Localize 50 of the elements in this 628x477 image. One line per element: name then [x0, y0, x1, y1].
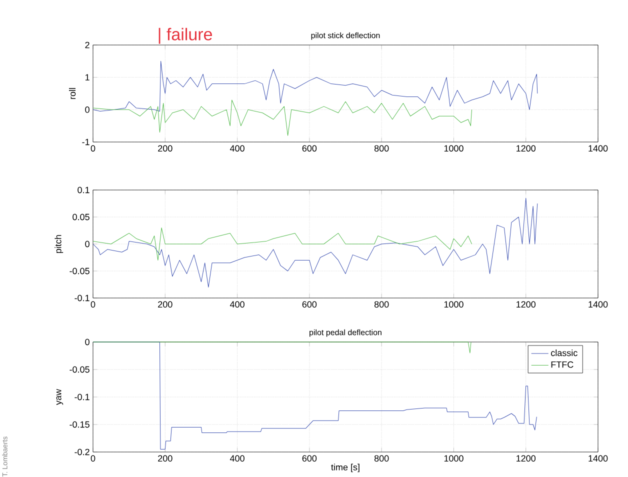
y-tick-label: -1 [82, 138, 90, 146]
x-tick-label: 0 [90, 145, 96, 152]
text: | failure [158, 28, 212, 44]
x-tick-label: 1000 [444, 455, 464, 462]
x-tick-label: 0 [90, 455, 96, 462]
x-tick-label: 200 [158, 301, 172, 308]
y-axis-title: pitch [54, 235, 64, 253]
chart-title: pilot pedal deflection [310, 329, 382, 337]
y-tick-label: 0.05 [72, 214, 90, 220]
y-axis-title: roll [68, 88, 76, 99]
x-axis-title: time [s] [331, 464, 360, 472]
line-series [92, 228, 472, 260]
x-tick-label: 400 [230, 455, 244, 462]
y-tick-label: 0 [85, 240, 90, 248]
x-tick-label: 1400 [588, 455, 608, 462]
x-tick-label: 1400 [588, 301, 608, 308]
x-tick-label: 1000 [444, 301, 464, 308]
x-tick-label: 0 [90, 301, 96, 308]
y-tick-label: -0.05 [70, 366, 90, 373]
x-tick-label: 1200 [516, 145, 536, 152]
x-tick-label: 800 [374, 455, 389, 462]
legend-label: classic [551, 350, 578, 356]
y-tick-label: -0.15 [70, 421, 90, 428]
x-tick-label: 1200 [516, 455, 536, 462]
y-tick-label: 2 [85, 42, 90, 48]
legend-label: FTFC [551, 361, 574, 368]
y-tick-label: -0.1 [74, 294, 90, 302]
x-tick-label: 600 [302, 145, 317, 152]
x-tick-label: 1000 [444, 145, 464, 152]
y-axis-title: yaw [56, 388, 64, 405]
y-tick-label: 0.1 [78, 186, 90, 194]
x-tick-label: 200 [158, 145, 172, 152]
y-tick-label: 1 [85, 74, 90, 80]
x-tick-label: 1200 [516, 301, 536, 308]
x-tick-label: 400 [230, 301, 244, 308]
y-tick-label: -0.2 [74, 448, 90, 456]
x-tick-label: 800 [374, 301, 389, 308]
y-tick-label: -0.05 [70, 268, 90, 274]
x-tick-label: 400 [230, 145, 244, 152]
chart-title: pilot stick deflection [311, 32, 380, 40]
x-tick-label: 1400 [588, 145, 608, 152]
x-tick-label: 800 [374, 145, 389, 152]
x-tick-label: 600 [302, 301, 317, 308]
line-series [92, 100, 472, 136]
x-tick-label: 200 [158, 455, 172, 462]
line-series [92, 198, 538, 288]
y-tick-label: 0 [85, 338, 90, 346]
y-tick-label: 0 [85, 106, 90, 113]
y-tick-label: -0.1 [74, 394, 90, 400]
x-tick-label: 600 [302, 455, 317, 462]
